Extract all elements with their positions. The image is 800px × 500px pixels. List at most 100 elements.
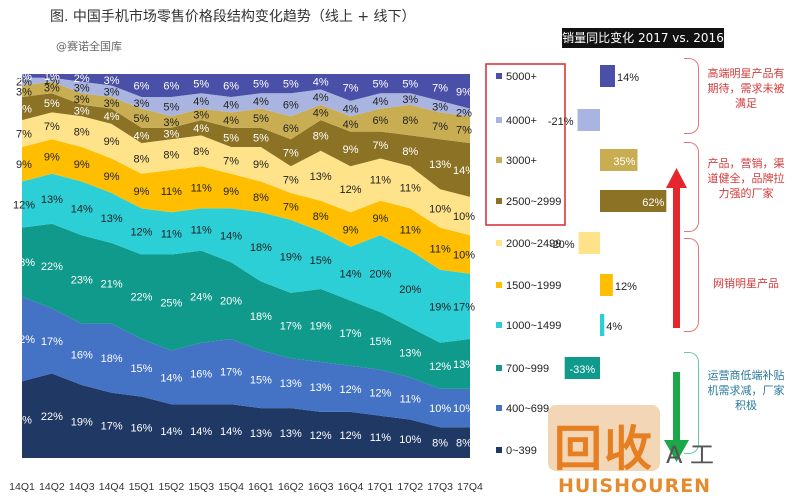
- area-label-3000-3999-14q4: 3%: [104, 98, 120, 110]
- bar-2500-2999: [600, 190, 667, 212]
- area-label-3000-3999-15q2: 3%: [163, 117, 179, 129]
- watermark-brand: HUISHOUREN: [558, 475, 712, 497]
- area-label-0-399-16q2: 13%: [280, 428, 302, 440]
- area-label-1500-1999-15q4: 9%: [223, 186, 239, 198]
- area-label-4000-4999-15q1: 3%: [134, 98, 150, 110]
- area-label-2500-2999-17q1: 7%: [372, 140, 388, 152]
- legend-label-1000-1499: 1000~1499: [506, 320, 561, 332]
- legend-swatch-2500-2999: [496, 198, 502, 204]
- bar-label-3000: 35%: [613, 156, 635, 168]
- area-label-5000-17q2: 5%: [402, 79, 418, 91]
- area-label-2000-2499-14q3: 8%: [74, 127, 90, 139]
- area-label-5000-14q3: 2%: [74, 73, 90, 85]
- area-label-400-699-15q4: 17%: [220, 367, 242, 379]
- area-label-5000-14q1: 1%: [16, 71, 32, 83]
- area-label-5000-17q1: 5%: [372, 79, 388, 91]
- legend-swatch-5000: [496, 73, 502, 79]
- area-label-2500-2999-15q4: 5%: [223, 132, 239, 144]
- x-tick-14q3: 14Q3: [69, 481, 95, 493]
- area-label-400-699-16q2: 13%: [280, 378, 302, 390]
- area-label-1500-1999-15q3: 11%: [191, 182, 212, 194]
- bars-chart-title: 销量同比变化 2017 vs. 2016: [562, 28, 724, 48]
- area-label-2500-2999-17q4: 14%: [453, 165, 475, 177]
- bar-label-2500-2999: 62%: [642, 197, 664, 209]
- area-label-700-999-16q1: 18%: [250, 311, 272, 323]
- area-band-2000-2499: [22, 112, 470, 236]
- area-label-3000-3999-15q3: 3%: [193, 109, 209, 121]
- area-label-3000-3999-14q1: 3%: [16, 86, 32, 98]
- area-label-5000-16q4: 7%: [343, 82, 359, 94]
- area-label-2000-2499-17q3: 10%: [429, 203, 451, 215]
- area-label-1000-1499-16q4: 14%: [340, 269, 362, 281]
- area-label-700-999-17q4: 13%: [453, 359, 475, 371]
- area-label-1500-1999-16q2: 7%: [283, 201, 299, 213]
- area-label-4000-4999-14q1: 2%: [16, 77, 32, 89]
- legend-swatch-1000-1499: [496, 322, 502, 328]
- area-label-400-699-14q4: 18%: [101, 353, 123, 365]
- area-label-5000-15q1: 6%: [134, 81, 150, 93]
- area-label-400-699-16q3: 13%: [310, 382, 332, 394]
- area-label-2500-2999-17q3: 13%: [429, 159, 451, 171]
- area-label-1500-1999-17q4: 10%: [453, 249, 475, 261]
- area-label-700-999-14q3: 23%: [71, 274, 93, 286]
- area-label-2000-2499-15q1: 8%: [134, 153, 150, 165]
- bar-label-700-999: -33%: [570, 364, 596, 376]
- area-label-1000-1499-17q3: 19%: [429, 301, 451, 313]
- legend-swatch-4000: [496, 117, 502, 123]
- area-label-2000-2499-16q4: 12%: [340, 184, 362, 196]
- area-label-0-399-16q4: 12%: [340, 430, 362, 442]
- area-label-5000-15q3: 5%: [193, 79, 209, 91]
- area-label-0-399-14q3: 19%: [71, 417, 93, 429]
- area-label-700-999-14q4: 21%: [101, 278, 123, 290]
- area-label-0-399-16q1: 13%: [250, 428, 272, 440]
- area-label-1000-1499-17q4: 17%: [453, 301, 475, 313]
- bar-label-4000: -21%: [548, 116, 574, 128]
- area-label-4000-4999-14q3: 3%: [74, 82, 90, 94]
- area-label-4000-4999-14q4: 3%: [104, 86, 120, 98]
- area-label-2500-2999-15q3: 4%: [193, 123, 209, 135]
- area-label-700-999-16q4: 17%: [340, 328, 362, 340]
- area-label-1500-1999-17q2: 11%: [400, 225, 421, 237]
- note-operator: 运营商低端补贴机需求减，厂家积极: [707, 369, 785, 412]
- area-label-1500-1999-14q1: 9%: [16, 159, 32, 171]
- area-label-2000-2499-14q4: 9%: [104, 136, 120, 148]
- x-tick-16q2: 16Q2: [278, 481, 304, 493]
- note-bracket-1: [684, 58, 699, 134]
- area-label-0-399-15q2: 14%: [160, 426, 182, 438]
- area-label-1000-1499-14q1: 12%: [13, 200, 35, 212]
- area-label-2500-2999-16q2: 7%: [283, 148, 299, 160]
- area-label-3000-3999-15q4: 4%: [223, 115, 239, 127]
- area-label-0-399-14q2: 22%: [41, 411, 63, 423]
- area-label-2000-2499-17q2: 11%: [400, 182, 421, 194]
- note-brand-pull: 产品，营销，渠道健全，品牌拉力强的厂家: [707, 157, 785, 200]
- bar-label-1500-1999: 12%: [615, 281, 637, 293]
- area-label-0-399-17q1: 11%: [370, 432, 391, 444]
- area-label-400-699-17q1: 12%: [369, 388, 391, 400]
- area-label-5000-17q3: 7%: [432, 82, 448, 94]
- area-label-0-399-14q1: 9%: [16, 415, 32, 427]
- area-label-2000-2499-15q2: 8%: [163, 150, 179, 162]
- area-label-2000-2499-14q1: 7%: [16, 129, 32, 141]
- area-label-3000-3999-16q3: 4%: [313, 107, 329, 119]
- area-label-0-399-15q1: 16%: [130, 422, 152, 434]
- area-label-400-699-16q4: 12%: [340, 384, 362, 396]
- area-label-1500-1999-15q1: 9%: [134, 186, 150, 198]
- area-label-4000-4999-17q4: 2%: [456, 107, 472, 119]
- legend-swatch-700-999: [496, 365, 502, 371]
- area-label-0-399-17q4: 8%: [456, 438, 472, 450]
- x-tick-14q1: 14Q1: [9, 481, 35, 493]
- bar-1500-1999: [600, 274, 613, 296]
- area-band-5000: [22, 74, 470, 109]
- area-band-0-399: [22, 373, 470, 458]
- area-label-1000-1499-14q3: 14%: [71, 203, 93, 215]
- area-label-4000-4999-17q1: 4%: [372, 96, 388, 108]
- bar-4000: [577, 109, 600, 131]
- area-label-1000-1499-15q1: 12%: [130, 226, 152, 238]
- legend-label-3000: 3000+: [506, 155, 537, 167]
- area-label-0-399-17q3: 8%: [432, 438, 448, 450]
- legend-label-5000: 5000+: [506, 71, 537, 83]
- note-online-star: 网销明星产品: [713, 277, 779, 290]
- legend-swatch-2000-2499: [496, 240, 502, 246]
- bar-700-999: [564, 357, 600, 379]
- area-label-4000-4999-16q3: 4%: [313, 92, 329, 104]
